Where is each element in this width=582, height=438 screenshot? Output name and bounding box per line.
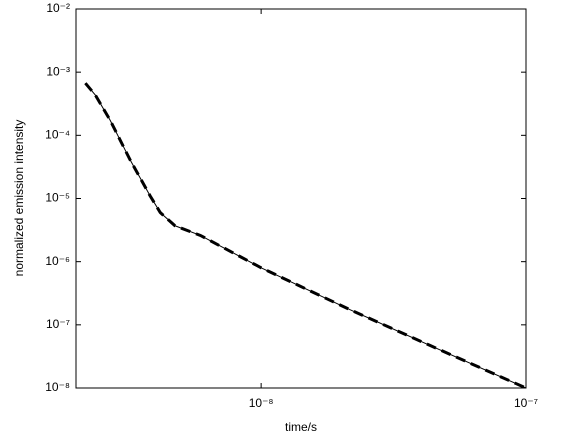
line-series <box>85 82 527 389</box>
line-series <box>84 82 527 390</box>
x-tick-label: 10⁻⁷ <box>514 396 538 410</box>
y-tick-label: 10⁻⁵ <box>45 191 70 205</box>
x-tick-label: 10⁻⁸ <box>249 396 274 410</box>
y-axis-label: normalized emission intensity <box>12 120 26 277</box>
x-axis-label: time/s <box>285 420 317 434</box>
y-tick-label: 10⁻⁶ <box>45 254 70 268</box>
y-tick-label: 10⁻⁷ <box>46 317 70 331</box>
y-tick-label: 10⁻⁸ <box>45 380 70 394</box>
y-tick-label: 10⁻² <box>46 1 70 15</box>
plot-frame <box>75 8 527 389</box>
y-tick-label: 10⁻⁴ <box>45 128 70 142</box>
y-tick-label: 10⁻³ <box>46 64 70 78</box>
